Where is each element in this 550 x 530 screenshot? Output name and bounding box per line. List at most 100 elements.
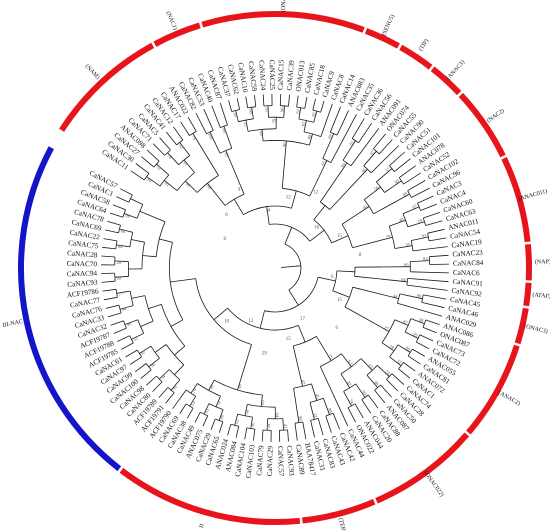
branch (288, 94, 290, 107)
support-value: 99 (171, 384, 178, 391)
branch-arc (389, 344, 399, 358)
leaf-labels: CaNAC11CaNAC30CaNAC27ANAC098CaNAC71CaNAC… (66, 59, 483, 479)
support-value: 36 (250, 421, 256, 427)
branch (425, 319, 440, 325)
branch (340, 373, 351, 389)
branch-arc (303, 131, 322, 137)
branch-arc (342, 159, 352, 167)
branch-arc (343, 383, 356, 392)
branch-arc (296, 106, 305, 109)
branch (167, 152, 179, 165)
branch (309, 160, 328, 197)
branch-arc (176, 172, 195, 191)
branch (218, 409, 224, 421)
branch (421, 302, 445, 309)
branch-arc (167, 387, 175, 394)
support-value: 32 (312, 412, 318, 418)
branch (429, 237, 447, 242)
branch (352, 236, 393, 249)
branch-arc (325, 412, 334, 417)
branch (354, 266, 411, 268)
branch-arc (397, 293, 401, 304)
clade-arc (364, 28, 400, 49)
branch (310, 420, 315, 438)
leaf-label: CaNAC39 (285, 60, 296, 91)
branch-arc (189, 131, 197, 136)
support-value: 78 (191, 134, 198, 141)
branch (124, 213, 138, 219)
branch (139, 345, 152, 354)
branch-arc (220, 124, 228, 128)
branch (384, 180, 402, 193)
leaf-label: CaNAC79 (255, 445, 265, 476)
leaf-label: CaNAC93 (285, 445, 295, 476)
node-value: 8 (224, 237, 227, 242)
clade-arc (153, 22, 201, 47)
clade-label: (ONAC022) (422, 470, 445, 498)
branch (170, 379, 181, 391)
branch-arc (282, 187, 310, 197)
branch (192, 133, 219, 176)
support-value: 90 (146, 176, 153, 183)
support-value: 96 (282, 142, 287, 148)
support-value: 67 (412, 203, 419, 210)
clade-label: (NAC2) (486, 107, 506, 124)
branch-arc (206, 130, 214, 135)
branch (303, 120, 307, 132)
branch (291, 190, 297, 209)
branch (296, 95, 299, 108)
branch (284, 227, 293, 245)
branch (417, 195, 434, 204)
branch-arc (153, 160, 160, 168)
leaf-label: CaNAC6 (453, 269, 480, 278)
branch (140, 320, 154, 327)
branch (173, 126, 184, 141)
support-value: 93 (260, 399, 266, 405)
branch (342, 140, 356, 161)
branch (311, 383, 318, 401)
branch (159, 369, 170, 380)
branch (412, 246, 448, 252)
branch (202, 415, 209, 427)
branch (105, 304, 120, 309)
clade-label: III-NAC (2, 319, 23, 329)
branch (189, 396, 197, 407)
branch (352, 286, 399, 299)
branch-arc (165, 344, 185, 366)
clade-arc (399, 44, 433, 70)
branch-arc (293, 383, 312, 389)
support-value: 45 (314, 393, 320, 400)
branch (114, 276, 129, 278)
branch (203, 109, 214, 131)
branch (185, 180, 198, 193)
branch (208, 380, 215, 391)
branch-arc (388, 226, 396, 249)
support-value: 63 (367, 363, 374, 370)
clade-label: (ONAC7) (280, 0, 288, 12)
branch (313, 110, 318, 123)
node-value: 12 (313, 190, 319, 195)
branch (140, 369, 152, 379)
support-value: 64 (275, 412, 280, 417)
internal-node-values: 8 8 9 14 12 12 16 15 8 6 15 6 17 15 29 12 10 (224, 188, 362, 356)
branch-arc (344, 287, 354, 308)
clade-arc (375, 432, 470, 504)
branch (166, 131, 177, 146)
branch (358, 123, 372, 143)
branch (107, 221, 121, 226)
branch (410, 318, 425, 325)
support-value: 95 (412, 332, 419, 339)
branch (234, 413, 238, 426)
leaf-label: CaNAC89 (294, 444, 306, 476)
branch (403, 172, 421, 185)
branch (105, 229, 119, 234)
leaf-label: CaNAC70 (67, 260, 98, 269)
branch (139, 210, 166, 223)
branch (282, 418, 284, 431)
branch (262, 94, 265, 107)
branch (121, 342, 134, 350)
support-value: 74 (384, 369, 391, 376)
support-value: 99 (361, 390, 368, 397)
branch (298, 107, 302, 120)
support-value: 41 (283, 424, 288, 430)
